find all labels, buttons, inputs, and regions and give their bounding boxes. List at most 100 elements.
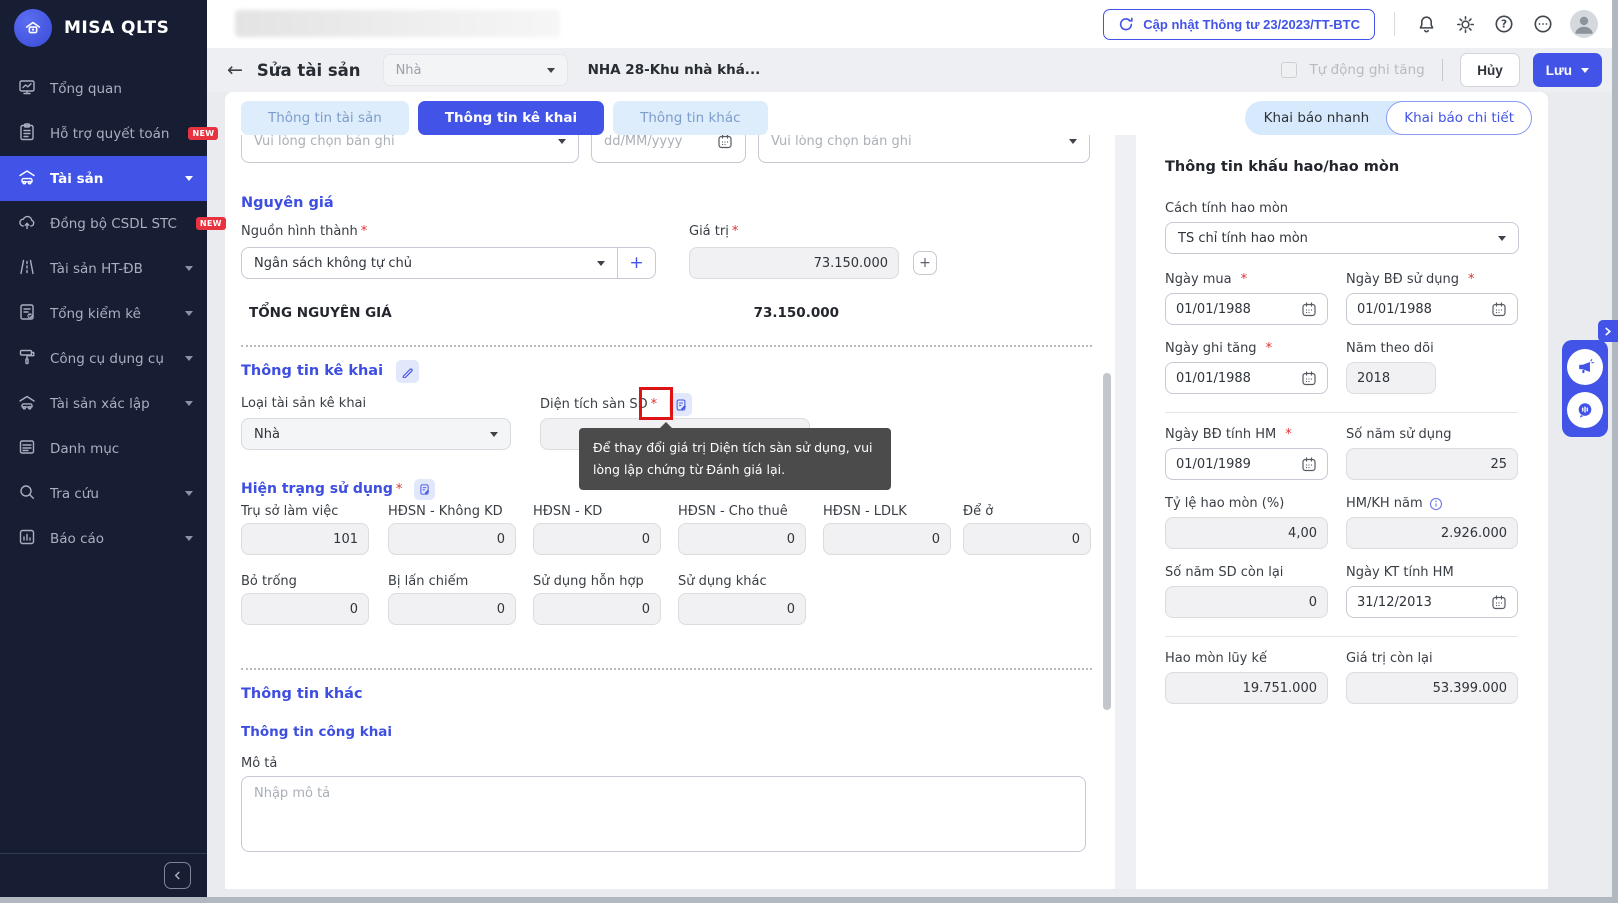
user-avatar[interactable] <box>1570 10 1598 38</box>
brand-logo-row[interactable]: MISA QLTS <box>0 0 207 56</box>
record-select-1[interactable]: Vui lòng chọn bản ghi <box>241 135 579 163</box>
usage-document-icon[interactable] <box>413 479 435 500</box>
required-mark: * <box>360 224 368 239</box>
declare-type-select[interactable]: Nhà <box>241 418 511 450</box>
usage-field-input[interactable] <box>678 523 806 555</box>
sidebar-item-cong-cu-dung-cu[interactable]: Công cụ dụng cụ <box>0 336 207 381</box>
asset-icon <box>17 167 37 191</box>
calendar-icon <box>718 135 732 149</box>
announcement-button[interactable] <box>1567 349 1603 385</box>
sidebar-item-label: Tài sản xác lập <box>50 395 150 412</box>
hm-end-date-input[interactable]: 31/12/2013 <box>1346 586 1518 618</box>
edit-section-button[interactable] <box>396 360 420 383</box>
date-field[interactable]: dd/MM/yyyy <box>591 135 746 163</box>
tracking-year-input[interactable] <box>1346 362 1436 394</box>
asset-name: NHA 28-Khu nhà khá... <box>587 62 761 78</box>
window-frame <box>1612 0 1618 903</box>
settings-gear-icon[interactable] <box>1453 12 1477 36</box>
sidebar-item-tong-kiem-ke[interactable]: Tổng kiểm kê <box>0 291 207 336</box>
purchase-date-input[interactable]: 01/01/1988 <box>1165 293 1328 325</box>
purchase-date-value: 01/01/1988 <box>1176 301 1251 317</box>
usage-field-input[interactable] <box>533 593 661 625</box>
remaining-value-input[interactable] <box>1346 672 1518 704</box>
remaining-value-label: Giá trị còn lại <box>1346 651 1433 666</box>
usage-field-input[interactable] <box>388 593 516 625</box>
remaining-years-input[interactable] <box>1165 586 1328 618</box>
usage-field-input[interactable] <box>678 593 806 625</box>
sidebar-collapse-button[interactable] <box>164 862 191 889</box>
accumulated-depreciation-label: Hao mòn lũy kế <box>1165 651 1268 666</box>
sidebar-item-tong-quan[interactable]: Tổng quan <box>0 66 207 111</box>
divider <box>1165 412 1518 413</box>
required-mark: * <box>395 482 403 497</box>
notifications-bell-icon[interactable] <box>1414 12 1438 36</box>
accumulated-depreciation-input[interactable] <box>1165 672 1328 704</box>
usage-field-label: Sử dụng hỗn hợp <box>533 574 644 589</box>
calendar-icon <box>1492 302 1506 317</box>
usage-field-input[interactable] <box>388 523 516 555</box>
chat-support-button[interactable] <box>1567 392 1603 428</box>
sidebar-item-danh-muc[interactable]: Danh mục <box>0 426 207 471</box>
document-check-icon <box>17 302 37 326</box>
update-circular-button[interactable]: Cập nhật Thông tư 23/2023/TT-BTC <box>1103 8 1375 40</box>
depreciation-rate-input[interactable] <box>1165 517 1328 549</box>
asset-type-select[interactable]: Nhà <box>382 54 568 86</box>
paint-roller-icon <box>17 347 37 371</box>
mode-detail-option[interactable]: Khai báo chi tiết <box>1386 101 1532 135</box>
cancel-button[interactable]: Hủy <box>1460 53 1520 87</box>
value-input[interactable] <box>689 247 899 279</box>
description-textarea[interactable] <box>241 776 1086 852</box>
tab-thong-tin-ke-khai[interactable]: Thông tin kê khai <box>417 101 605 135</box>
record-select-2[interactable]: Vui lòng chọn bản ghi <box>758 135 1090 163</box>
add-value-button[interactable]: + <box>913 251 937 275</box>
add-source-button[interactable]: + <box>617 248 655 278</box>
tab-thong-tin-khac[interactable]: Thông tin khác <box>613 101 768 135</box>
usage-field-input[interactable] <box>241 523 369 555</box>
expand-panel-tab[interactable] <box>1598 320 1618 342</box>
public-info-link[interactable]: Thông tin công khai <box>241 724 393 740</box>
required-mark: * <box>650 397 658 412</box>
usage-field-input[interactable] <box>963 523 1091 555</box>
source-select[interactable]: Ngân sách không tự chủ <box>242 248 617 278</box>
record-increase-date-input[interactable]: 01/01/1988 <box>1165 362 1328 394</box>
back-arrow-icon[interactable]: ← <box>227 58 243 81</box>
chevron-down-icon <box>185 311 193 316</box>
revaluation-document-icon[interactable] <box>669 393 693 416</box>
usage-field-input[interactable] <box>533 523 661 555</box>
sidebar-item-tai-san[interactable]: Tài sản <box>0 156 207 201</box>
window-frame <box>0 897 1618 903</box>
sidebar-item-ho-tro-quyet-toan[interactable]: Hỗ trợ quyết toán NEW <box>0 111 219 156</box>
auto-record-label: Tự động ghi tăng <box>1309 62 1425 78</box>
sidebar-item-tra-cuu[interactable]: Tra cứu <box>0 471 207 516</box>
main-form: Vui lòng chọn bản ghi dd/MM/yyyy Vui lòn… <box>241 135 1092 881</box>
sidebar-item-tai-san-xac-lap[interactable]: Tài sản xác lập <box>0 381 207 426</box>
cloud-sync-icon <box>17 212 37 236</box>
declare-type-value: Nhà <box>254 426 280 442</box>
hm-start-date-input[interactable]: 01/01/1989 <box>1165 448 1328 480</box>
sidebar-item-tai-san-ht-db[interactable]: Tài sản HT-ĐB <box>0 246 207 291</box>
dotted-divider <box>241 345 1092 347</box>
more-options-icon[interactable] <box>1531 12 1555 36</box>
start-use-date-input[interactable]: 01/01/1988 <box>1346 293 1518 325</box>
usage-field-input[interactable] <box>823 523 951 555</box>
sidebar-item-dong-bo-csdl[interactable]: Đồng bộ CSDL STC NEW <box>0 201 226 246</box>
hm-kh-year-input[interactable] <box>1346 517 1518 549</box>
usage-field-input[interactable] <box>241 593 369 625</box>
hm-end-date-value: 31/12/2013 <box>1357 594 1432 610</box>
content-card: Thông tin tài sản Thông tin kê khai Thôn… <box>225 92 1548 889</box>
save-button-label: Lưu <box>1545 62 1572 78</box>
hm-start-date-label: Ngày BĐ tính HM <box>1165 427 1277 442</box>
save-button[interactable]: Lưu <box>1532 53 1602 87</box>
date-placeholder: dd/MM/yyyy <box>604 135 683 149</box>
method-select[interactable]: TS chỉ tính hao mòn <box>1165 222 1519 254</box>
mode-quick-option[interactable]: Khai báo nhanh <box>1263 110 1370 126</box>
auto-record-checkbox[interactable] <box>1280 62 1297 78</box>
vertical-scrollbar[interactable] <box>1103 373 1111 710</box>
use-years-input[interactable] <box>1346 448 1518 480</box>
tab-thong-tin-tai-san[interactable]: Thông tin tài sản <box>241 101 409 135</box>
help-icon[interactable]: ? <box>1492 12 1516 36</box>
required-mark: * <box>1285 427 1292 442</box>
info-icon[interactable] <box>1429 497 1443 511</box>
asset-establish-icon <box>17 392 37 416</box>
sidebar-item-bao-cao[interactable]: Báo cáo <box>0 516 207 561</box>
